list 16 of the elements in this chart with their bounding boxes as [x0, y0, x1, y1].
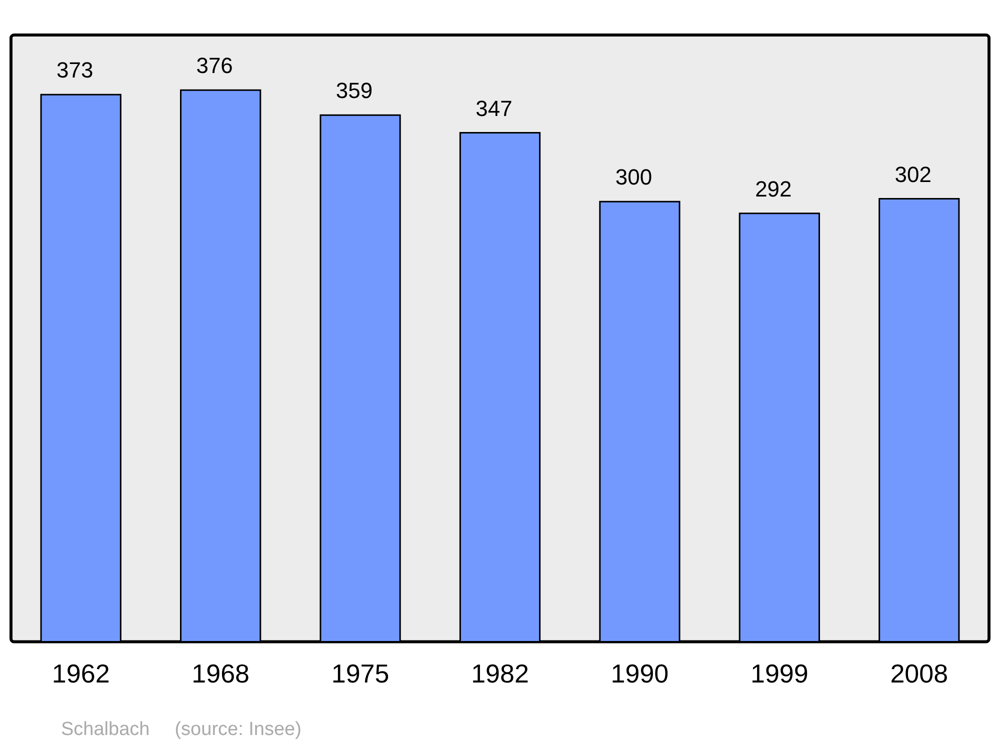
- data-label: 373: [56, 58, 94, 83]
- data-label: 347: [476, 96, 512, 121]
- data-label: 302: [894, 162, 932, 187]
- x-tick-label: 1975: [331, 658, 390, 689]
- text: (source: Insee): [174, 719, 302, 740]
- data-label: 292: [755, 176, 792, 202]
- text: Schalbach: [61, 719, 150, 740]
- data-label: 376: [196, 53, 233, 78]
- x-tick-label: 1999: [750, 658, 808, 689]
- x-tick-label: 1982: [471, 658, 529, 689]
- data-label: 300: [615, 164, 652, 190]
- data-label: 359: [336, 78, 373, 104]
- x-tick-label: 1968: [192, 658, 250, 689]
- x-tick-label: 1990: [610, 658, 669, 689]
- x-tick-label: 2008: [890, 658, 948, 689]
- x-tick-label: 1962: [52, 658, 110, 689]
